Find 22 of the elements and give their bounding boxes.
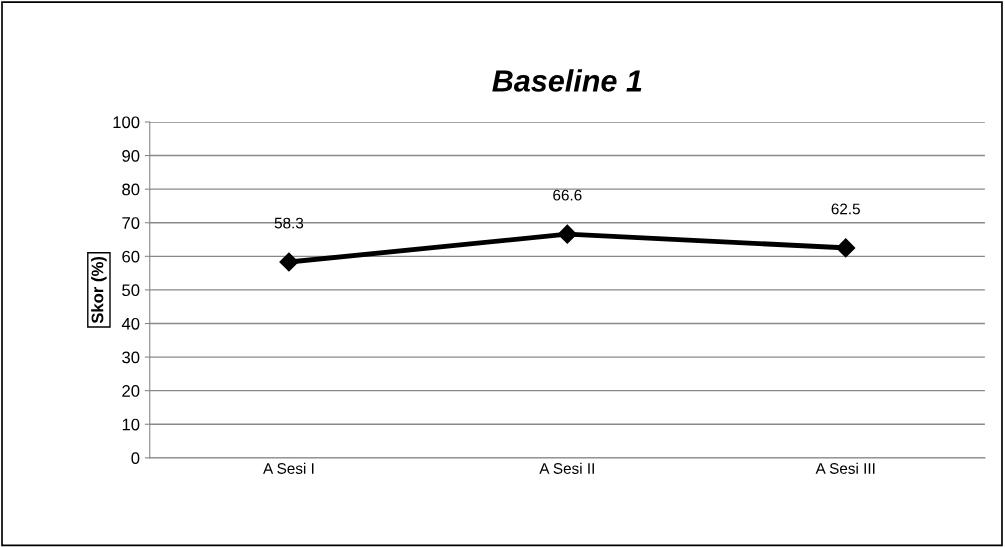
y-tick-label: 20 (122, 385, 140, 397)
point (557, 224, 577, 244)
y-tick-label: 40 (121, 317, 140, 330)
x-tick-label: A Sesi II (539, 462, 594, 474)
data-label: 58.3 (274, 217, 304, 229)
point (836, 238, 856, 258)
data-label: 62.5 (831, 203, 860, 215)
y-tick-label: 60 (122, 250, 140, 263)
y-tick-label: 80 (122, 183, 140, 196)
y-tick-label: 10 (122, 418, 140, 431)
data-label: 66.6 (553, 189, 582, 201)
y-tick-label: 50 (122, 284, 140, 297)
y-axis-title: Skor (%) (91, 256, 107, 324)
chart-title: Baseline 1 (492, 69, 642, 92)
x-tick-label: A Sesi III (815, 462, 875, 474)
y-tick-label: 90 (122, 149, 140, 162)
y-tick-label: 70 (122, 217, 140, 229)
x-tick-label: A Sesi I (263, 462, 314, 474)
y-tick-label: 30 (122, 351, 140, 364)
y-tick-label: 100 (113, 116, 140, 129)
point (279, 252, 299, 272)
y-tick-label: 0 (131, 452, 140, 465)
